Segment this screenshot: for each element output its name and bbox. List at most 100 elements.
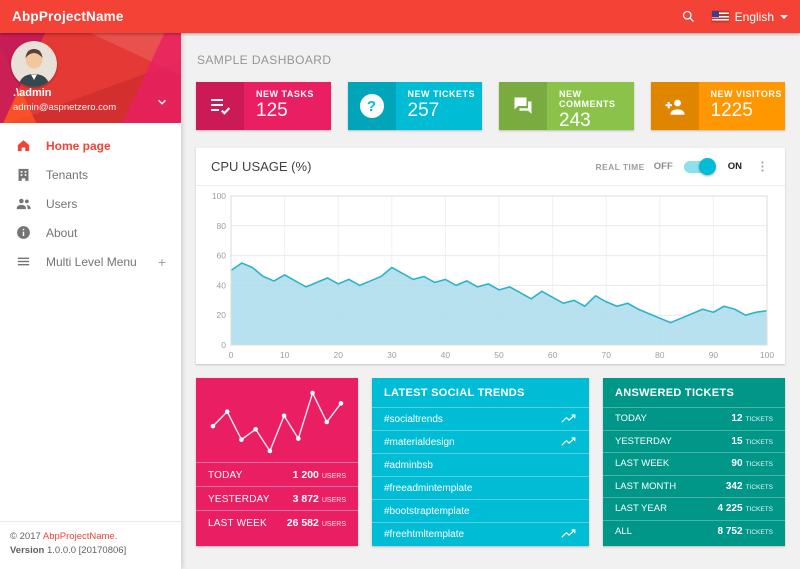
stat-label: NEW VISITORS — [710, 89, 782, 99]
stat-label: NEW COMMENTS — [559, 89, 616, 109]
visitors-row-yesterday: YESTERDAY 3 872 USERS — [196, 486, 358, 510]
user-profile: .\admin admin@aspnetzero.com — [0, 33, 181, 123]
visitors-card: TODAY 1 200 USERS YESTERDAY 3 872 USERS … — [196, 378, 358, 546]
sidebar: .\admin admin@aspnetzero.com Home page T… — [0, 33, 181, 569]
svg-text:90: 90 — [709, 350, 719, 360]
svg-text:50: 50 — [494, 350, 504, 360]
page-title: SAMPLE DASHBOARD — [197, 53, 332, 67]
help-icon: ? — [347, 82, 396, 130]
trending-up-icon — [561, 414, 577, 424]
user-name: .\admin — [13, 87, 52, 99]
toggle-knob[interactable] — [698, 158, 716, 175]
sidebar-item-label: Users — [46, 196, 78, 211]
sidebar-menu: Home page Tenants Users About Multi Leve… — [0, 123, 181, 276]
svg-text:20: 20 — [333, 350, 343, 360]
stat-card-new-tasks: NEW TASKS 125 — [196, 82, 331, 130]
bottom-cards-row: TODAY 1 200 USERS YESTERDAY 3 872 USERS … — [196, 378, 785, 546]
stat-value: 257 — [407, 100, 440, 121]
copyright-line: © 2017 AbpProjectName. — [10, 530, 118, 542]
brand-name: AbpProjectName — [42, 530, 115, 542]
trend-row: #materialdesign — [372, 430, 589, 453]
svg-text:40: 40 — [441, 350, 451, 360]
trend-row: #adminbsb — [372, 453, 589, 476]
sidebar-item-about[interactable]: About — [0, 218, 181, 247]
stat-value: 243 — [559, 110, 591, 130]
ticket-row: LAST YEAR 4 225 TICKETS — [603, 497, 785, 520]
svg-text:100: 100 — [212, 191, 226, 201]
cpu-panel-controls: REAL TIME OFF ON — [595, 158, 770, 175]
language-label: English — [734, 9, 774, 24]
expand-plus-icon[interactable]: + — [157, 253, 166, 270]
toggle-on-label: ON — [727, 161, 742, 172]
trending-up-icon — [561, 529, 577, 539]
menu-icon — [17, 257, 30, 266]
svg-text:10: 10 — [280, 350, 290, 360]
svg-text:0: 0 — [221, 340, 226, 350]
people-icon — [16, 198, 31, 210]
ticket-row: ALL 8 752 TICKETS — [603, 519, 785, 543]
stat-card-new-tickets: ? NEW TICKETS 257 — [347, 82, 482, 130]
sidebar-item-label: Tenants — [46, 167, 89, 182]
svg-text:40: 40 — [217, 280, 227, 290]
caret-down-icon — [780, 14, 788, 19]
ticket-row: LAST WEEK 90 TICKETS — [603, 452, 785, 475]
stat-value: 125 — [256, 100, 288, 121]
main-content: SAMPLE DASHBOARD NEW TASKS 125 ? NEW TIC… — [181, 33, 800, 569]
topbar-actions: English — [681, 9, 788, 24]
stat-label: NEW TICKETS — [407, 89, 475, 99]
sidebar-item-tenants[interactable]: Tenants — [0, 160, 181, 189]
answered-tickets-title: ANSWERED TICKETS — [615, 387, 735, 399]
svg-text:60: 60 — [217, 251, 227, 261]
sidebar-item-multi-level-menu[interactable]: Multi Level Menu + — [0, 247, 181, 276]
app-title: AbpProjectName — [12, 9, 124, 24]
realtime-label: REAL TIME — [595, 161, 645, 172]
cpu-usage-panel: CPU USAGE (%) REAL TIME OFF ON 0 10 20 30 40… — [196, 148, 785, 364]
social-trends-card: LATEST SOCIAL TRENDS #socialtrends #mate… — [372, 378, 589, 546]
trend-row: #freeadmintemplate — [372, 476, 589, 499]
cpu-panel-title: CPU USAGE (%) — [211, 159, 312, 174]
person-add-icon — [650, 82, 699, 130]
sidebar-item-users[interactable]: Users — [0, 189, 181, 218]
cpu-panel-header: CPU USAGE (%) REAL TIME OFF ON — [196, 148, 785, 186]
kebab-menu-icon[interactable] — [755, 159, 770, 174]
svg-text:80: 80 — [217, 221, 227, 231]
svg-text:100: 100 — [760, 350, 774, 360]
svg-text:60: 60 — [548, 350, 558, 360]
avatar — [11, 41, 57, 87]
svg-text:70: 70 — [601, 350, 611, 360]
svg-text:20: 20 — [217, 310, 227, 320]
building-icon — [18, 168, 29, 181]
stat-cards-row: NEW TASKS 125 ? NEW TICKETS 257 NEW COMM… — [196, 82, 785, 130]
social-trends-title: LATEST SOCIAL TRENDS — [384, 387, 525, 399]
flag-icon — [711, 11, 729, 22]
comments-icon — [499, 82, 547, 130]
realtime-toggle[interactable] — [683, 158, 716, 175]
svg-text:0: 0 — [229, 350, 234, 360]
language-selector[interactable]: English — [711, 9, 788, 24]
topbar: AbpProjectName English — [0, 0, 800, 33]
sidebar-item-home[interactable]: Home page — [0, 131, 181, 160]
visitors-sparkline — [210, 390, 344, 454]
ticket-row: YESTERDAY 15 TICKETS — [603, 429, 785, 453]
info-icon — [17, 226, 30, 239]
sidebar-item-label: About — [46, 225, 78, 240]
svg-text:80: 80 — [655, 350, 665, 360]
stat-card-new-visitors: NEW VISITORS 1225 — [650, 82, 785, 130]
answered-tickets-card: ANSWERED TICKETS TODAY 12 TICKETS YESTER… — [603, 378, 785, 546]
sidebar-footer: © 2017 AbpProjectName. Version 1.0.0.0 [… — [0, 520, 181, 569]
toggle-off-label: OFF — [653, 161, 673, 172]
trend-row: #freehtmltemplate — [372, 522, 589, 545]
stat-value: 1225 — [710, 100, 753, 121]
svg-text:30: 30 — [387, 350, 397, 360]
trend-row: #socialtrends — [372, 407, 589, 430]
profile-chevron-down-icon[interactable] — [155, 95, 169, 109]
ticket-row: LAST MONTH 342 TICKETS — [603, 474, 785, 498]
stat-card-new-comments: NEW COMMENTS 243 — [499, 82, 634, 130]
ticket-row: TODAY 12 TICKETS — [603, 407, 785, 430]
home-icon — [17, 140, 30, 152]
stat-label: NEW TASKS — [256, 89, 314, 99]
sidebar-item-label: Home page — [46, 138, 111, 153]
search-icon[interactable] — [681, 9, 696, 24]
cpu-chart: 0 10 20 30 40 50 60 70 80 90 100 0 20 40 60 80 100 — [212, 191, 775, 360]
cpu-chart-container: 0 10 20 30 40 50 60 70 80 90 100 0 20 40 60 80 100 — [196, 186, 785, 364]
